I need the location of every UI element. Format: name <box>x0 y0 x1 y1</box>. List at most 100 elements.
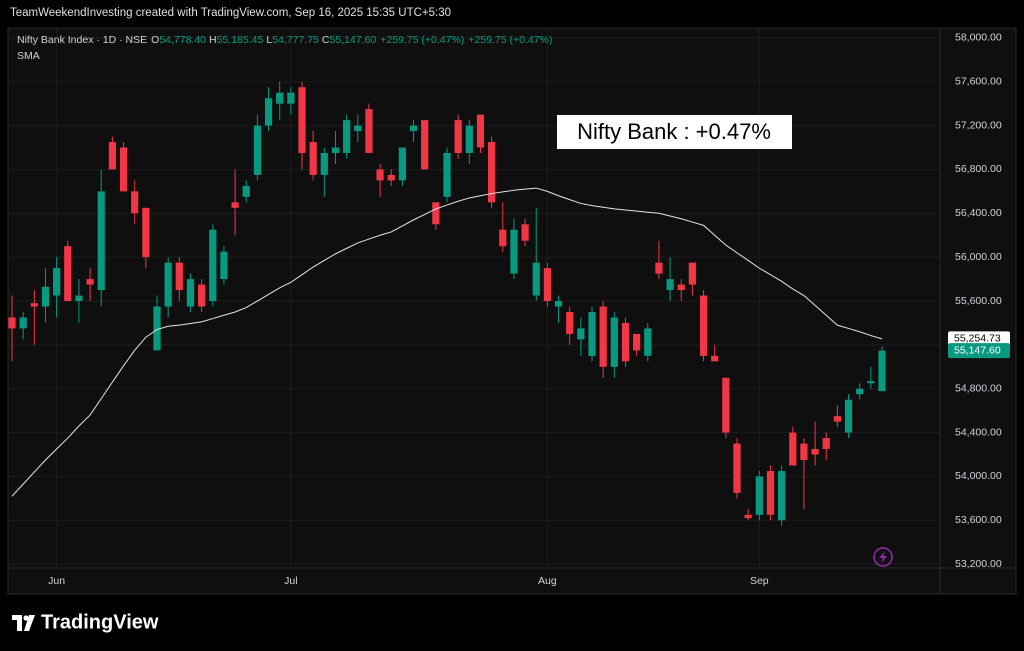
candle-body <box>164 262 172 307</box>
x-tick-label: Jun <box>48 575 65 587</box>
candle-body <box>298 87 306 153</box>
candle-body <box>744 514 752 519</box>
legend-value: 55,147.60 <box>330 34 377 46</box>
candle-body <box>19 317 27 329</box>
candle-body <box>633 333 641 351</box>
candle-body <box>554 301 563 307</box>
candle-body <box>454 120 462 153</box>
candle-body <box>499 229 507 247</box>
legend-change: +259.75 (+0.47%) <box>468 34 552 46</box>
candle-body <box>276 92 284 104</box>
price-tag <box>948 331 1010 347</box>
candle-body <box>421 120 429 170</box>
candle-body <box>175 262 183 291</box>
y-tick-label: 56,800.00 <box>955 163 1002 175</box>
logo-mark <box>24 615 35 631</box>
legend-key: O <box>151 34 159 46</box>
candle-body <box>220 251 228 280</box>
candle-body <box>610 317 618 367</box>
sma-line <box>11 187 883 497</box>
candle-body <box>343 120 351 153</box>
y-tick-label: 58,000.00 <box>955 32 1002 44</box>
candle-body <box>242 185 250 197</box>
legend-key: H <box>209 34 217 46</box>
candle-body <box>398 147 406 181</box>
candle-body <box>30 303 38 307</box>
candle-body <box>755 476 763 515</box>
y-tick-label: 53,600.00 <box>955 514 1002 526</box>
annotation-box <box>557 115 792 149</box>
candle-body <box>588 311 596 356</box>
candle-body <box>142 207 150 258</box>
brand: TradingView <box>41 611 159 633</box>
candle-body <box>209 229 217 302</box>
ohlc-legend: Nifty Bank Index · 1D · NSE O54,778.40 H55… <box>17 34 552 46</box>
candle-body <box>86 279 94 285</box>
candle-body <box>677 284 685 291</box>
logo-mark <box>12 615 22 631</box>
y-tick-label: 54,400.00 <box>955 426 1002 438</box>
candle-body <box>231 202 239 208</box>
x-tick-label: Jul <box>284 575 297 587</box>
price-tag-label: 55,147.60 <box>954 344 1001 356</box>
y-tick-label: 54,000.00 <box>955 470 1002 482</box>
y-tick-label: 56,000.00 <box>955 251 1002 263</box>
candle-body <box>789 432 797 466</box>
legend-value: 54,777.75 <box>272 34 319 46</box>
candle-body <box>119 147 128 192</box>
candle-body <box>131 191 139 214</box>
x-tick-label: Aug <box>538 575 557 587</box>
x-tick-label: Sep <box>750 575 769 587</box>
candle-body <box>465 125 473 153</box>
candle-body <box>711 355 719 362</box>
candle-body <box>666 279 674 291</box>
candle-body <box>844 399 853 433</box>
candle-body <box>833 416 841 422</box>
logo <box>12 615 35 631</box>
candle-body <box>253 125 261 175</box>
candle-body <box>53 268 61 296</box>
candle-body <box>320 152 328 175</box>
candle-body <box>376 169 384 181</box>
y-tick-label: 56,400.00 <box>955 207 1002 219</box>
candle-body <box>532 262 540 296</box>
candle-body <box>521 224 529 241</box>
candle-body <box>621 322 630 362</box>
candle-body <box>733 443 741 493</box>
candle-body <box>488 142 496 203</box>
candle-body <box>409 125 418 132</box>
candle-body <box>64 246 72 302</box>
candle-body <box>97 191 105 291</box>
candle-body <box>75 295 83 302</box>
annotation: Nifty Bank : +0.47% <box>577 119 771 144</box>
legend-change: +259.75 (+0.47%) <box>380 34 464 46</box>
y-tick-label: 53,200.00 <box>955 558 1002 570</box>
candle-body <box>264 98 273 126</box>
candle-body <box>432 202 440 225</box>
candle-body <box>198 284 206 307</box>
legend-value: 55,185.45 <box>217 34 264 46</box>
y-tick-label: 55,600.00 <box>955 295 1002 307</box>
candle-body <box>153 306 161 351</box>
candle-body <box>287 92 295 104</box>
candle-body <box>41 286 50 307</box>
alert-icon-bolt <box>879 551 887 563</box>
candle-body <box>822 438 830 450</box>
candle-body <box>365 109 373 153</box>
candle-body <box>331 147 340 153</box>
candle-body <box>108 142 116 170</box>
candle-body <box>476 114 485 148</box>
price-tag-label: 55,254.73 <box>954 333 1001 345</box>
candle-body <box>766 470 775 515</box>
candle-body <box>699 295 708 356</box>
candle-body <box>186 279 195 307</box>
candle-body <box>577 328 585 340</box>
candle-body <box>443 152 451 197</box>
candle-body <box>778 470 786 521</box>
logo-mark <box>23 615 29 621</box>
legend-key: C <box>322 34 330 46</box>
candle-body <box>387 174 395 181</box>
alert-icon[interactable] <box>873 547 893 567</box>
candle-body <box>811 449 819 455</box>
